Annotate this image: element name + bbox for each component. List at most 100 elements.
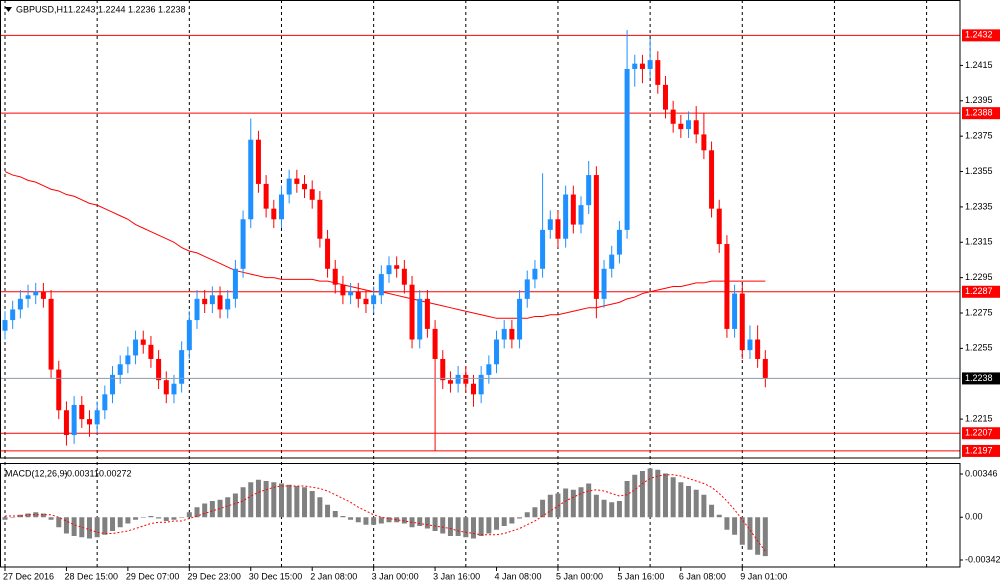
menu-triangle[interactable]	[5, 7, 12, 12]
candle-body	[624, 68, 630, 230]
x-tick-label: 28 Dec 15:00	[64, 571, 118, 581]
candle-body	[148, 344, 154, 359]
macd-bar	[755, 517, 761, 555]
level-label-bg	[962, 107, 1000, 120]
macd-bar	[693, 489, 699, 518]
x-tick-label: 3 Jan 16:00	[433, 571, 480, 581]
y-tick-label: 1.2255	[965, 343, 993, 353]
candle-body	[693, 120, 699, 135]
macd-bar	[609, 502, 615, 518]
macd-bar	[540, 499, 546, 518]
title-value: 1.2236	[128, 4, 156, 14]
candle-body	[378, 274, 384, 296]
macd-bar	[647, 468, 653, 518]
y-tick-label: 1.2375	[965, 131, 993, 141]
macd-bar	[133, 517, 139, 520]
x-tick-label: 2 Jan 08:00	[310, 571, 357, 581]
macd-bar	[79, 517, 85, 538]
macd-bar	[317, 497, 323, 518]
candle-body	[186, 320, 192, 351]
candle-body	[686, 120, 692, 130]
macd-bar	[447, 517, 453, 536]
macd-bar	[278, 483, 284, 518]
candle-body	[517, 298, 523, 340]
indicator-value: -0.00272	[96, 468, 132, 478]
macd-bar	[639, 471, 645, 518]
candle-body	[225, 298, 231, 310]
candle-body	[10, 309, 16, 321]
candle-body	[555, 219, 561, 239]
macd-bar	[40, 513, 46, 518]
candle-body	[601, 268, 607, 299]
macd-bar	[624, 481, 630, 518]
candle-body	[125, 355, 131, 365]
macd-bar	[240, 487, 246, 518]
x-tick-label: 5 Jan 16:00	[617, 571, 664, 581]
macd-bar	[194, 507, 200, 518]
x-tick-label: 27 Dec 2016	[3, 571, 54, 581]
candle-body	[202, 298, 208, 305]
candle-body	[309, 189, 315, 200]
candle-body	[716, 208, 722, 245]
macd-y-tick-label: 0.00346	[965, 468, 998, 478]
macd-bar	[709, 504, 715, 518]
macd-bar	[401, 517, 407, 524]
candle-body	[302, 183, 308, 190]
macd-bar	[248, 482, 254, 518]
macd-bar	[616, 501, 622, 518]
macd-bar	[532, 507, 538, 518]
macd-bar	[17, 514, 23, 518]
macd-bar	[56, 517, 62, 528]
candle-body	[463, 374, 469, 384]
macd-bar	[555, 493, 561, 518]
macd-bar	[486, 517, 492, 534]
x-tick-label: 6 Jan 08:00	[679, 571, 726, 581]
macd-bar	[340, 516, 346, 518]
level-label-bg	[962, 285, 1000, 298]
candle-body	[56, 369, 62, 411]
candle-body	[332, 268, 338, 285]
macd-bar	[63, 517, 69, 534]
candle-body	[732, 293, 738, 329]
macd-bar	[378, 517, 384, 524]
macd-bar	[371, 517, 377, 525]
macd-bar	[463, 517, 469, 538]
candle-body	[401, 268, 407, 285]
candle-body	[40, 291, 46, 299]
candle-body	[240, 219, 246, 269]
candle-body	[586, 175, 592, 206]
macd-bar	[156, 517, 162, 519]
macd-bar	[747, 517, 753, 550]
candle-body	[678, 123, 684, 130]
macd-bar	[509, 517, 515, 524]
macd-bar	[71, 517, 77, 536]
candle-body	[79, 404, 85, 420]
x-tick-label: 4 Jan 08:00	[495, 571, 542, 581]
candle-body	[110, 374, 116, 395]
macd-bar	[363, 517, 369, 525]
macd-y-tick-label: 0.00	[965, 512, 983, 522]
candle-body	[547, 219, 553, 230]
y-tick-label: 1.2415	[965, 60, 993, 70]
candle-body	[394, 265, 400, 269]
candle-body	[578, 205, 584, 225]
candle-body	[133, 339, 139, 356]
candle-body	[163, 380, 169, 395]
macd-bar	[148, 516, 154, 518]
y-tick-label: 1.2335	[965, 201, 993, 211]
level-label: 1.2207	[965, 428, 993, 438]
macd-bar	[140, 517, 146, 518]
macd-bar	[255, 479, 261, 518]
candle-body	[570, 194, 576, 225]
level-label-bg	[962, 29, 1000, 42]
level-label: 1.2287	[965, 286, 993, 296]
candle-body	[486, 364, 492, 375]
candle-body	[724, 244, 730, 329]
macd-bar	[432, 517, 438, 531]
candle-body	[593, 175, 599, 299]
macd-bar	[394, 517, 400, 523]
candle-body	[509, 328, 515, 340]
macd-bar	[309, 491, 315, 518]
macd-bar	[724, 517, 730, 530]
macd-bar	[325, 504, 331, 518]
